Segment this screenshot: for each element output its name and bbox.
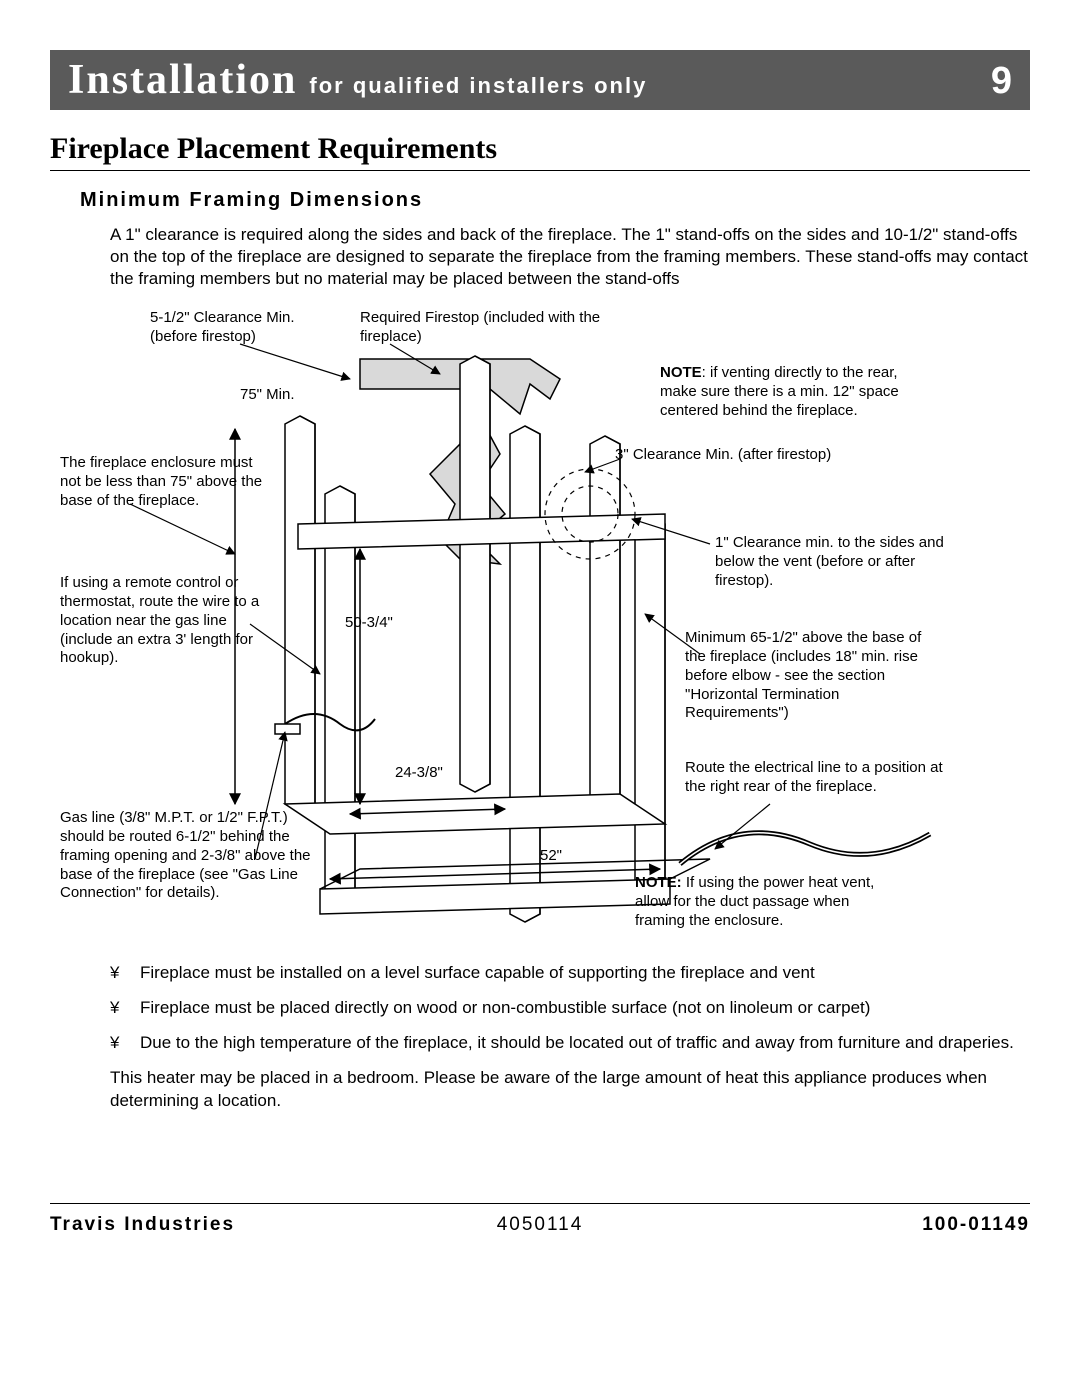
intro-paragraph: A 1" clearance is required along the sid… — [110, 224, 1030, 290]
trailing-paragraph: This heater may be placed in a bedroom. … — [110, 1067, 1030, 1113]
footer: Travis Industries 4050114 100-01149 — [50, 1203, 1030, 1236]
dim-24: 24-3/8" — [395, 764, 443, 781]
dim-52: 52" — [540, 847, 562, 864]
note-label: NOTE — [660, 364, 702, 381]
callout-enclosure: The fireplace enclosure must not be less… — [60, 454, 270, 510]
callout-note-power: NOTE: If using the power heat vent, allo… — [635, 874, 895, 930]
callout-note-rear: NOTE: if venting directly to the rear, m… — [660, 364, 920, 420]
dim-75: 75" Min. — [240, 386, 295, 403]
footer-docnum: 4050114 — [377, 1214, 704, 1236]
callout-clearance-before: 5-1/2" Clearance Min. (before firestop) — [150, 309, 340, 347]
footer-company: Travis Industries — [50, 1214, 377, 1236]
footer-partnum: 100-01149 — [703, 1214, 1030, 1236]
header-subtitle: for qualified installers only — [309, 73, 647, 99]
bullet-item: Fireplace must be installed on a level s… — [110, 962, 1030, 985]
section-title: Fireplace Placement Requirements — [50, 132, 1030, 171]
bullet-list: Fireplace must be installed on a level s… — [110, 962, 1030, 1055]
callout-rise: Minimum 65-1/2" above the base of the fi… — [685, 629, 935, 723]
framing-diagram: 5-1/2" Clearance Min. (before firestop) … — [60, 304, 1020, 944]
callout-clearance-after: 3" Clearance Min. (after firestop) — [615, 446, 895, 465]
bullet-item: Fireplace must be placed directly on woo… — [110, 997, 1030, 1020]
callout-remote: If using a remote control or thermostat,… — [60, 574, 270, 668]
callout-firestop: Required Firestop (included with the fir… — [360, 309, 610, 347]
callout-electrical: Route the electrical line to a position … — [685, 759, 945, 797]
header-bar: Installation for qualified installers on… — [50, 50, 1030, 110]
dim-50: 50-3/4" — [345, 614, 393, 631]
header-title: Installation — [68, 56, 297, 104]
subsection-title: Minimum Framing Dimensions — [80, 189, 1030, 212]
bullet-item: Due to the high temperature of the firep… — [110, 1032, 1030, 1055]
callout-side-clearance: 1" Clearance min. to the sides and below… — [715, 534, 945, 590]
header-page-number: 9 — [991, 60, 1012, 103]
callout-gasline: Gas line (3/8" M.P.T. or 1/2" F.P.T.) sh… — [60, 809, 320, 903]
note-power-label: NOTE: — [635, 874, 682, 891]
